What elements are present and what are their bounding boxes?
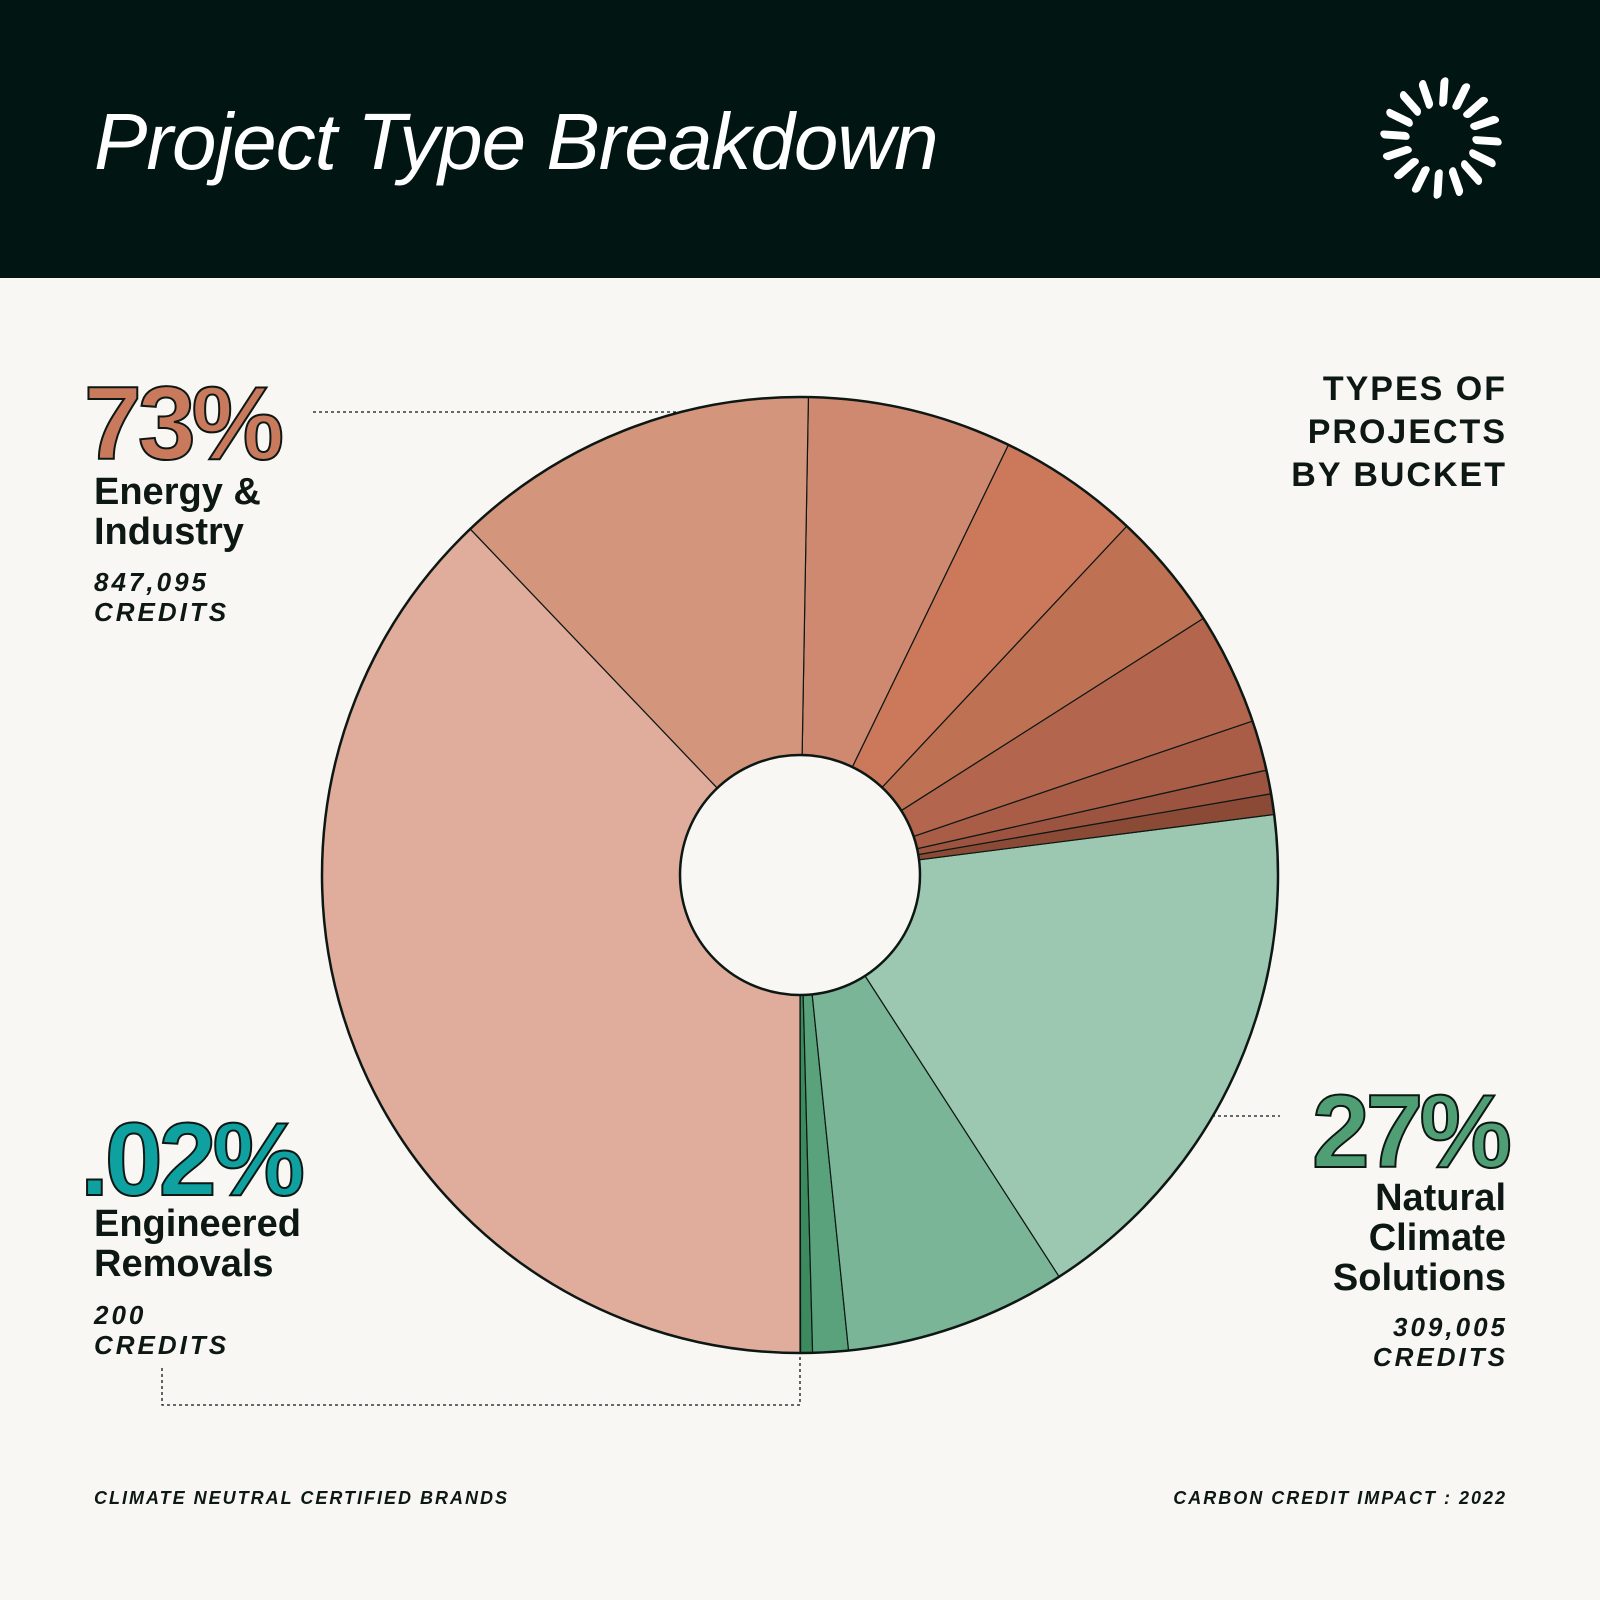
logo-ray bbox=[1386, 108, 1413, 127]
logo-ray bbox=[1448, 167, 1464, 197]
natural-label: Natural Climate Solutions bbox=[1332, 1177, 1506, 1299]
logo-ray bbox=[1394, 157, 1419, 180]
logo-ray bbox=[1469, 149, 1496, 168]
logo-ray bbox=[1472, 136, 1502, 146]
engineered-percent: .02% bbox=[79, 1102, 306, 1218]
logo-ray bbox=[1470, 115, 1500, 131]
energy-credits: 847,095 CREDITS bbox=[94, 567, 230, 627]
pie-outline bbox=[320, 395, 1280, 1355]
logo-ray bbox=[1439, 77, 1449, 107]
logo-ray bbox=[1411, 166, 1430, 193]
engineered-connector-line bbox=[161, 1340, 801, 1406]
natural-credits: 309,005 CREDITS bbox=[1372, 1312, 1508, 1372]
logo-ray bbox=[1452, 83, 1471, 110]
footer-right: CARBON CREDIT IMPACT : 2022 bbox=[1173, 1488, 1507, 1508]
logo-ray bbox=[1433, 169, 1443, 199]
energy-percent: 73% bbox=[83, 366, 285, 482]
logo-ray bbox=[1399, 91, 1422, 116]
logo-ray bbox=[1380, 130, 1410, 140]
pie-center-hole bbox=[678, 753, 922, 997]
sunburst-logo-icon bbox=[1380, 77, 1502, 199]
natural-percent: 27% bbox=[1311, 1074, 1513, 1190]
page-title: Project Type Breakdown bbox=[94, 97, 939, 186]
logo-ray bbox=[1418, 79, 1434, 109]
logo-ray bbox=[1460, 160, 1483, 185]
chart-subtitle: TYPES OF PROJECTS BY BUCKET bbox=[1291, 370, 1507, 494]
energy-label: Energy & Industry bbox=[94, 471, 261, 553]
engineered-label: Engineered Removals bbox=[94, 1203, 301, 1285]
logo-ray bbox=[1463, 96, 1488, 119]
engineered-credits: 200 CREDITS bbox=[94, 1300, 230, 1360]
footer-left: CLIMATE NEUTRAL CERTIFIED BRANDS bbox=[94, 1488, 509, 1508]
header-bar: Project Type Breakdown bbox=[0, 0, 1600, 278]
logo-ray bbox=[1382, 145, 1412, 161]
